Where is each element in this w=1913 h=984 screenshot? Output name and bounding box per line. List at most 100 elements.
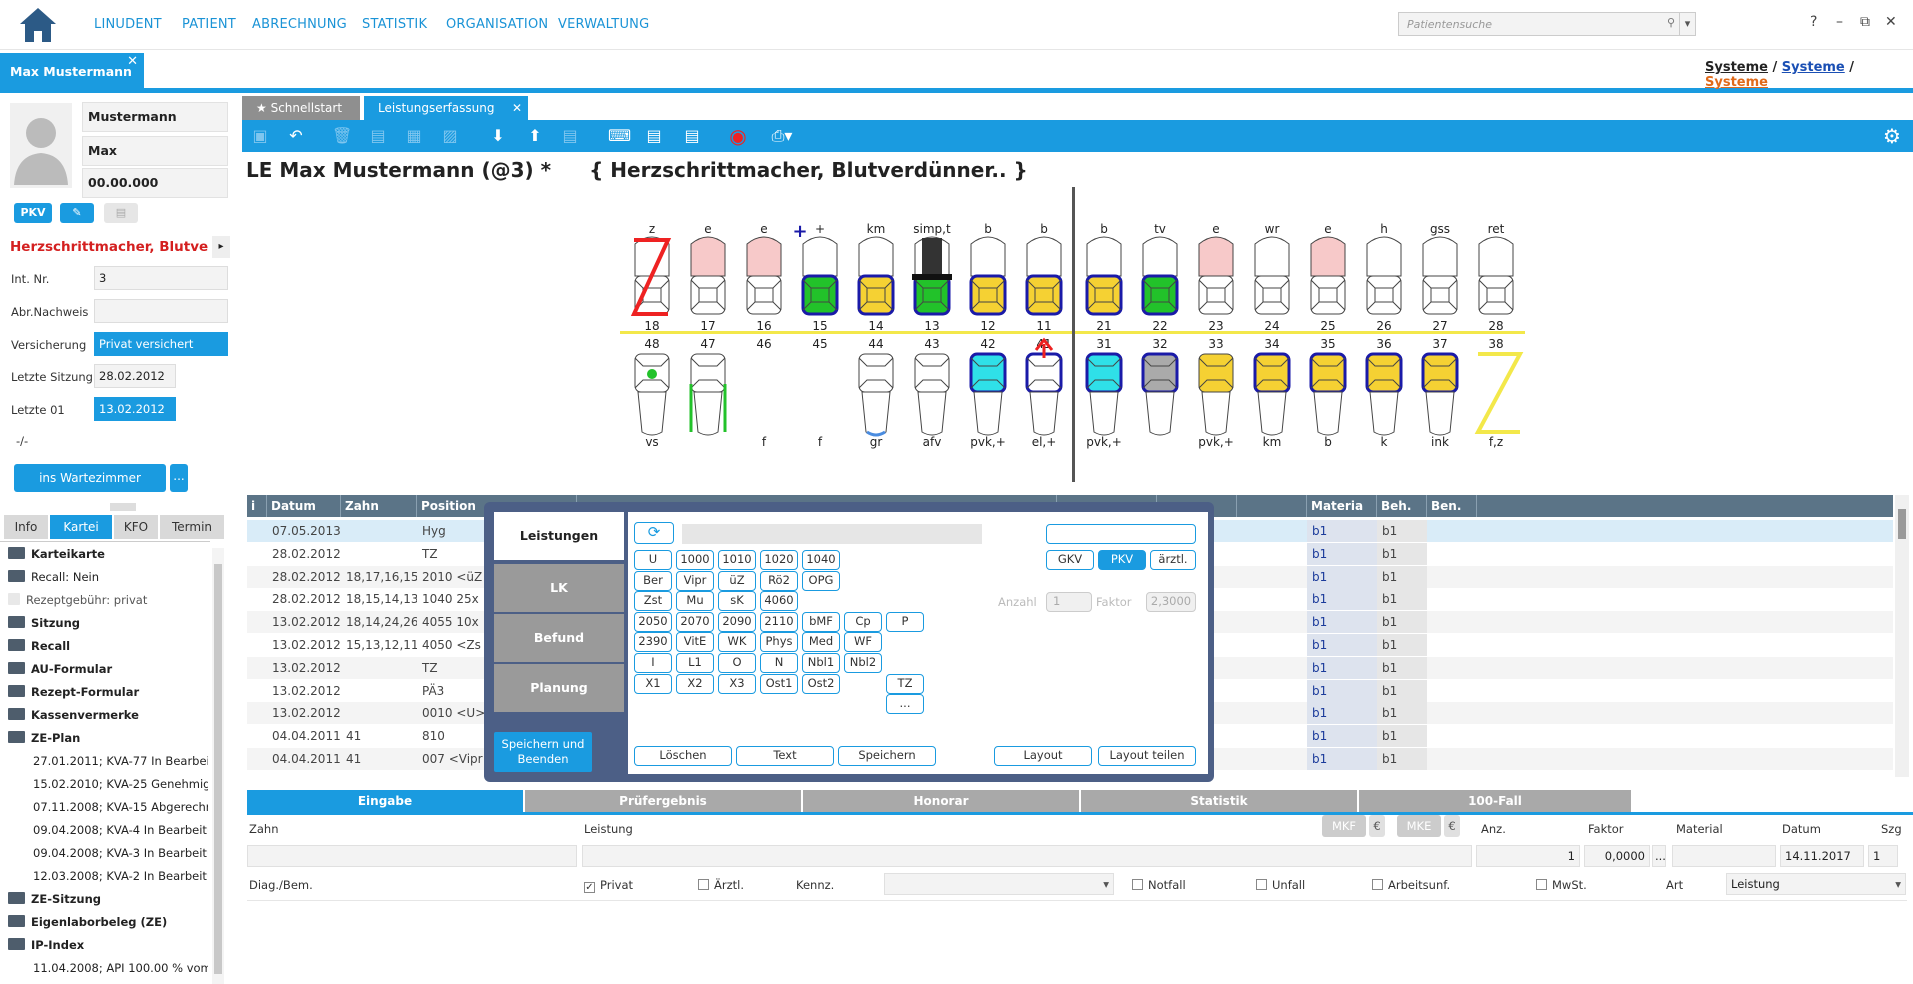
tab-kfo[interactable]: KFO bbox=[114, 515, 158, 539]
euro-icon[interactable]: € bbox=[1444, 815, 1460, 837]
close-icon[interactable]: ✕ bbox=[127, 54, 138, 69]
pkv-button[interactable]: PKV bbox=[1098, 550, 1146, 570]
nav-organisation[interactable]: ORGANISATION bbox=[446, 17, 549, 32]
mke-button[interactable]: MKE bbox=[1397, 815, 1441, 837]
text-button[interactable]: Text bbox=[736, 746, 834, 766]
tab-schnellstart[interactable]: ★ Schnellstart bbox=[242, 96, 360, 120]
euro-icon[interactable]: € bbox=[1369, 815, 1385, 837]
gear-icon[interactable]: ⚙ bbox=[1883, 124, 1901, 148]
tree-item[interactable]: 07.11.2008; KVA-15 Abgerechne bbox=[8, 797, 208, 817]
save-icon[interactable]: ▣ bbox=[252, 126, 268, 145]
tab-termin[interactable]: Termin bbox=[160, 515, 224, 539]
form-e-icon[interactable]: ▤ bbox=[646, 126, 662, 145]
service-button[interactable]: 4060 bbox=[760, 591, 798, 612]
tree-item[interactable]: Recall: Nein bbox=[8, 567, 208, 587]
tab-leistungserfassung[interactable]: Leistungserfassung ✕ bbox=[364, 96, 528, 120]
checkbox[interactable] bbox=[1536, 879, 1547, 890]
home-icon[interactable] bbox=[18, 6, 58, 44]
service-button[interactable]: üZ bbox=[718, 570, 756, 591]
table-row[interactable]: 28.02.2012 TZ b1 b1 bbox=[247, 542, 1893, 565]
column-header[interactable]: Materia bbox=[1307, 495, 1377, 517]
table-scrollbar[interactable] bbox=[1895, 495, 1909, 777]
faktor-input[interactable]: 2,3000 bbox=[1146, 592, 1196, 612]
chevron-down-icon[interactable]: ▾ bbox=[1679, 13, 1695, 35]
search-icon[interactable]: ⚲ bbox=[1666, 16, 1675, 29]
tree-item[interactable]: IP-Index bbox=[8, 935, 208, 955]
checkbox[interactable] bbox=[698, 879, 709, 890]
help-icon[interactable]: ? bbox=[1810, 14, 1818, 30]
anzahl-input[interactable]: 1 bbox=[1046, 592, 1092, 612]
popup-tab-befund[interactable]: Befund bbox=[494, 614, 624, 662]
layout-button[interactable]: Layout bbox=[994, 746, 1092, 766]
tree-item[interactable]: Sitzung bbox=[8, 613, 208, 633]
faktor-more-button[interactable]: ... bbox=[1652, 845, 1666, 867]
layout-share-button[interactable]: Layout teilen bbox=[1098, 746, 1196, 766]
faktor-input[interactable]: 0,0000 bbox=[1584, 845, 1650, 867]
copy-icon[interactable]: ▤ bbox=[370, 126, 386, 145]
gkv-button[interactable]: GKV bbox=[1046, 550, 1094, 570]
mwst-checkbox[interactable]: MwSt. bbox=[1536, 878, 1587, 892]
service-button[interactable]: Phys bbox=[760, 632, 798, 653]
service-button[interactable]: O bbox=[718, 653, 756, 673]
datum-input[interactable]: 14.11.2017 bbox=[1780, 845, 1864, 867]
delete-icon[interactable]: 🗑 bbox=[332, 126, 353, 145]
checkbox-checked[interactable]: ✓ bbox=[584, 882, 595, 893]
popup-tab-lk[interactable]: LK bbox=[494, 564, 624, 612]
checkbox[interactable] bbox=[1132, 879, 1143, 890]
aerztl-button[interactable]: ärztl. bbox=[1150, 550, 1196, 570]
tab-100-fall[interactable]: 100-Fall bbox=[1359, 790, 1631, 812]
anz-input[interactable]: 1 bbox=[1476, 845, 1580, 867]
tree-item[interactable]: ZE-Sitzung bbox=[8, 889, 208, 909]
chevron-right-icon[interactable]: ▸ bbox=[212, 236, 230, 258]
service-button[interactable]: Zst bbox=[634, 591, 672, 612]
service-button[interactable]: Cp bbox=[844, 611, 882, 632]
document-icon[interactable]: ▤ bbox=[104, 203, 138, 223]
edit-card-icon[interactable]: ✎ bbox=[60, 203, 94, 223]
print-icon[interactable]: ⎙▾ bbox=[771, 126, 793, 145]
tooth-diagram[interactable]: z e e + km simp,t b b b tv e wr e h gss ret 18 17 16 15 14 13… bbox=[620, 188, 1530, 488]
tab-eingabe[interactable]: Eingabe bbox=[247, 790, 523, 812]
column-header[interactable]: Zahn bbox=[341, 495, 417, 517]
service-button[interactable]: OPG bbox=[802, 570, 840, 591]
splitter-handle[interactable] bbox=[110, 503, 136, 511]
tab-info[interactable]: Info bbox=[4, 515, 48, 539]
aerztl-checkbox[interactable]: Ärztl. bbox=[698, 878, 744, 892]
restore-icon[interactable]: ⧉ bbox=[1860, 14, 1870, 30]
szg-input[interactable]: 1 bbox=[1868, 845, 1898, 867]
tab-pruefergebnis[interactable]: Prüfergebnis bbox=[525, 790, 801, 812]
tree-item[interactable]: ZE-Plan bbox=[8, 728, 208, 748]
column-header[interactable] bbox=[1237, 495, 1307, 517]
refresh-icon[interactable]: ⟳ bbox=[634, 522, 674, 544]
nav-verwaltung[interactable]: VERWALTUNG bbox=[558, 17, 650, 32]
service-button[interactable]: 2090 bbox=[718, 611, 756, 632]
nav-patient[interactable]: PATIENT bbox=[182, 17, 236, 32]
service-button[interactable]: ... bbox=[886, 694, 924, 715]
tree-item[interactable]: Eigenlaborbeleg (ZE) bbox=[8, 912, 208, 932]
close-icon[interactable]: ✕ bbox=[511, 101, 522, 115]
checkbox[interactable] bbox=[1372, 879, 1383, 890]
image-icon[interactable]: ▨ bbox=[442, 126, 458, 145]
versicherung-value[interactable]: Privat versichert bbox=[94, 332, 228, 356]
tree-item[interactable]: 15.02.2010; KVA-25 Genehmigt bbox=[8, 774, 208, 794]
popup-tab-leistungen[interactable]: Leistungen bbox=[494, 512, 624, 560]
abrnachweis-value[interactable] bbox=[94, 299, 228, 323]
service-button[interactable]: 2390 bbox=[634, 632, 672, 653]
service-button[interactable]: Ost1 bbox=[760, 673, 798, 694]
service-button[interactable]: 2050 bbox=[634, 611, 672, 632]
undo-icon[interactable]: ↶ bbox=[289, 126, 303, 145]
service-button[interactable]: U bbox=[634, 550, 672, 570]
privat-checkbox[interactable]: ✓ Privat bbox=[584, 878, 633, 893]
nav-abrechnung[interactable]: ABRECHNUNG bbox=[252, 17, 347, 32]
service-button[interactable]: 1000 bbox=[676, 550, 714, 570]
arbeitsunf-checkbox[interactable]: Arbeitsunf. bbox=[1372, 878, 1450, 892]
record-icon[interactable]: ◉ bbox=[729, 124, 747, 148]
column-header[interactable]: Datum bbox=[267, 495, 341, 517]
service-button[interactable]: Rö2 bbox=[760, 570, 798, 591]
notes-textarea[interactable] bbox=[247, 900, 1907, 984]
delete-button[interactable]: Löschen bbox=[634, 746, 732, 766]
service-button[interactable]: sK bbox=[718, 591, 756, 612]
tree-item[interactable]: 09.04.2008; KVA-4 In Bearbeitun bbox=[8, 820, 208, 840]
unfall-checkbox[interactable]: Unfall bbox=[1256, 878, 1305, 892]
